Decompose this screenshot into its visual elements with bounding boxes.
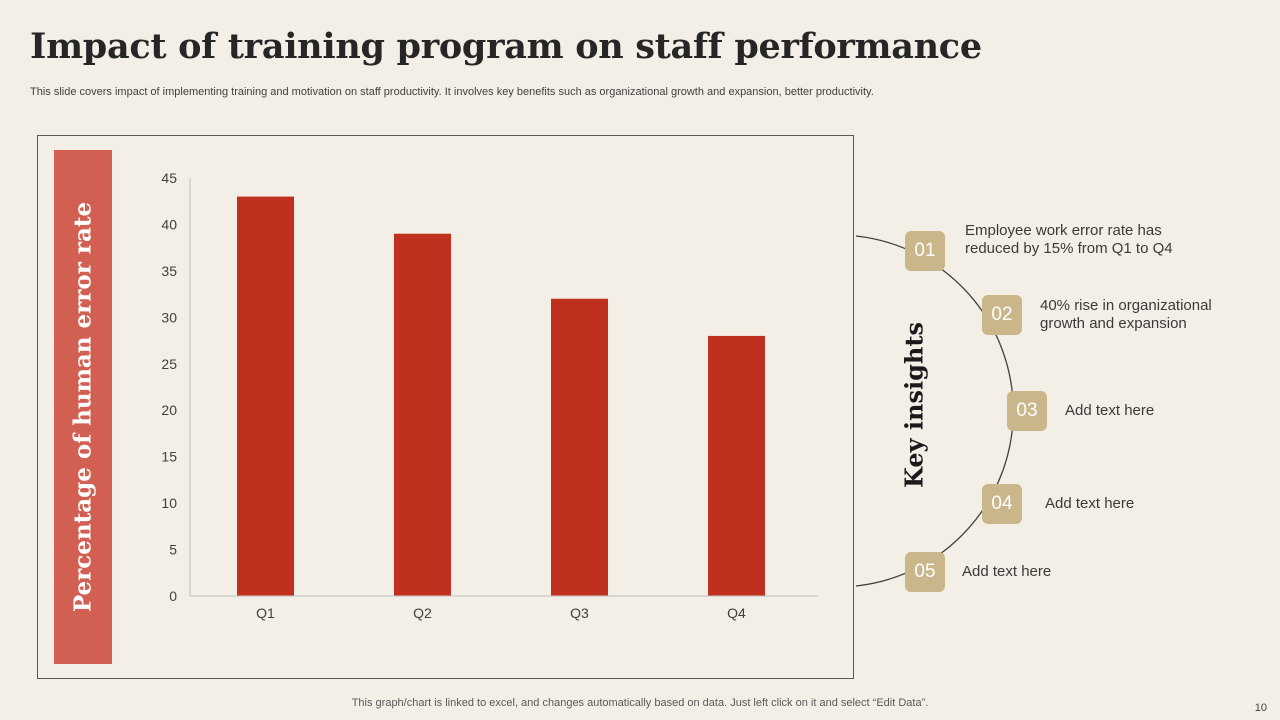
y-tick-label: 30 — [161, 309, 177, 325]
y-tick-label: 45 — [161, 170, 177, 186]
insight-text-03: Add text here — [1065, 402, 1155, 419]
x-tick-label: Q2 — [413, 605, 432, 621]
bar-q1[interactable] — [237, 196, 294, 597]
y-tick-label: 5 — [169, 542, 177, 558]
y-tick-label: 15 — [161, 449, 177, 465]
y-tick-label: 35 — [161, 263, 177, 279]
bar-q3[interactable] — [551, 298, 608, 596]
y-tick-label: 10 — [161, 495, 177, 511]
slide-title: Impact of training program on staff perf… — [30, 26, 982, 67]
x-tick-label: Q1 — [256, 605, 275, 621]
page-number: 10 — [1254, 702, 1267, 714]
insight-badge-01: 01 — [905, 231, 945, 271]
y-tick-label: 0 — [169, 588, 177, 604]
y-tick-label: 20 — [161, 402, 177, 418]
y-tick-label: 40 — [161, 216, 177, 232]
insight-text-01: Employee work error rate has reduced by … — [965, 222, 1173, 257]
key-insights-title: Key insights — [899, 322, 929, 488]
slide-subtitle: This slide covers impact of implementing… — [30, 86, 874, 98]
insight-text-05: Add text here — [962, 563, 1052, 580]
insight-badge-02: 02 — [982, 295, 1022, 335]
insight-badge-04: 04 — [982, 484, 1022, 524]
insight-badge-05: 05 — [905, 552, 945, 592]
y-axis-label-band: Percentage of human error rate — [54, 150, 112, 664]
bar-q4[interactable] — [708, 335, 765, 596]
chart-footnote: This graph/chart is linked to excel, and… — [351, 697, 929, 709]
bar-q2[interactable] — [394, 233, 451, 596]
insight-badge-03: 03 — [1007, 391, 1047, 431]
x-tick-label: Q4 — [727, 605, 746, 621]
insight-text-04: Add text here — [1045, 495, 1135, 512]
x-tick-label: Q3 — [570, 605, 589, 621]
insight-text-02: 40% rise in organizational growth and ex… — [1040, 297, 1212, 332]
y-tick-label: 25 — [161, 356, 177, 372]
chart-frame[interactable] — [37, 135, 854, 679]
